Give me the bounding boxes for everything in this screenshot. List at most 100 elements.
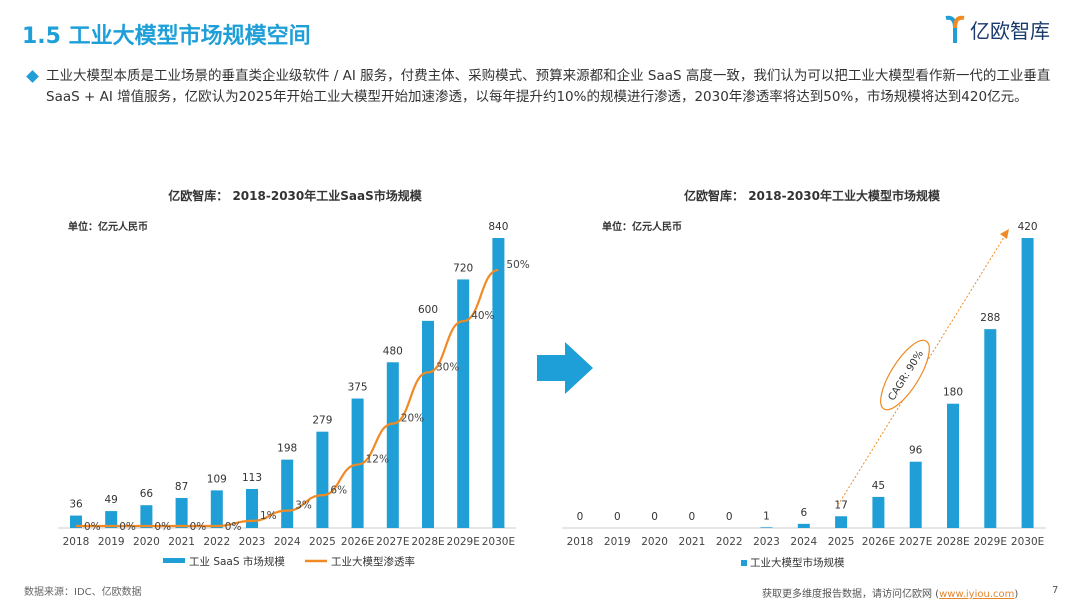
bar-label: 180 (943, 387, 963, 399)
x-tick-label: 2022 (716, 536, 743, 548)
bar-label: 113 (242, 472, 262, 484)
bar-label: 1 (763, 510, 770, 522)
logo-icon (945, 15, 965, 43)
x-tick-label: 2025 (828, 536, 855, 548)
line-label: 0% (84, 521, 101, 533)
line-label: 6% (330, 484, 347, 496)
x-tick-label: 2021 (168, 536, 195, 548)
bar-label: 480 (383, 345, 403, 357)
bar (984, 329, 997, 528)
x-tick-label: 2027E (899, 536, 932, 548)
line-label: 12% (366, 454, 389, 466)
bar (457, 279, 470, 528)
arrow-head-icon (1000, 229, 1009, 239)
legend-swatch-bar (741, 560, 747, 566)
bar (835, 516, 848, 528)
legend-label: 工业大模型渗透率 (331, 555, 415, 568)
bar-label: 288 (980, 312, 1000, 324)
x-tick-label: 2029E (974, 536, 1007, 548)
line-label: 40% (471, 310, 494, 322)
bar (281, 459, 294, 528)
x-tick-label: 2030E (482, 536, 515, 548)
summary-text: 工业大模型本质是工业场景的垂直类企业级软件 / AI 服务，付费主体、采购模式、… (46, 68, 1051, 105)
logo: 亿欧智库 (944, 14, 1050, 44)
x-tick-label: 2020 (641, 536, 668, 548)
website-link[interactable]: www.iyiou.com (939, 589, 1015, 600)
line-label: 3% (295, 500, 312, 512)
bar-label: 0 (689, 511, 696, 523)
x-tick-label: 2028E (936, 536, 969, 548)
x-tick-label: 2024 (274, 536, 301, 548)
line-label: 0% (119, 521, 136, 533)
x-tick-label: 2023 (753, 536, 780, 548)
cagr-ellipse (880, 339, 930, 411)
penetration-line (76, 268, 499, 528)
chart-title: 亿欧智库： 2018-2030年工业SaaS市场规模 (168, 188, 422, 203)
bar-label: 0 (726, 511, 733, 523)
unit-label: 单位：亿元人民币 (68, 220, 148, 233)
bar-label: 6 (800, 507, 807, 519)
bar (492, 238, 505, 528)
page-number: 7 (1052, 585, 1059, 596)
bar (872, 496, 885, 528)
logo-text: 亿欧智库 (970, 18, 1050, 43)
x-tick-label: 2024 (790, 536, 817, 548)
line-label: 20% (401, 413, 424, 425)
x-tick-label: 2027E (376, 536, 409, 548)
bar-label: 279 (312, 415, 332, 427)
line-label: 30% (436, 361, 459, 373)
bar-label: 87 (175, 481, 188, 493)
chart-title: 亿欧智库： 2018-2030年工业大模型市场规模 (684, 188, 941, 203)
bar-label: 198 (277, 443, 297, 455)
bar-label: 49 (105, 494, 118, 506)
x-tick-label: 2020 (133, 536, 160, 548)
bar-label: 840 (488, 221, 508, 233)
bar (210, 490, 223, 528)
bar (105, 511, 118, 528)
bar-label: 96 (909, 445, 923, 457)
x-tick-label: 2025 (309, 536, 336, 548)
bar (386, 362, 399, 528)
legend-swatch-bar (163, 558, 185, 563)
x-tick-label: 2026E (341, 536, 374, 548)
cagr-arrow (837, 233, 1007, 506)
source-note: 数据来源：IDC、亿欧数据 (24, 587, 142, 598)
bar (70, 515, 82, 528)
bar-label: 17 (834, 499, 847, 511)
line-label: 50% (506, 259, 529, 271)
bar-label: 0 (651, 511, 658, 523)
bar (140, 505, 153, 528)
bar (175, 497, 188, 528)
legend-label: 工业大模型市场规模 (750, 556, 845, 569)
x-tick-label: 2026E (862, 536, 895, 548)
bar (797, 523, 810, 528)
x-tick-label: 2019 (98, 536, 125, 548)
x-tick-label: 2029E (447, 536, 480, 548)
bar (246, 488, 258, 528)
x-tick-label: 2028E (411, 536, 444, 548)
summary-bullet: 工业大模型本质是工业场景的垂直类企业级软件 / AI 服务，付费主体、采购模式、… (26, 66, 1063, 108)
x-tick-label: 2021 (679, 536, 706, 548)
bar-label: 66 (140, 488, 154, 500)
x-tick-label: 2019 (604, 536, 631, 548)
bar (316, 431, 329, 528)
bar-label: 0 (577, 511, 584, 523)
line-label: 1% (260, 510, 277, 522)
bar (947, 403, 959, 528)
x-tick-label: 2023 (239, 536, 266, 548)
bar (1021, 238, 1034, 528)
bar (760, 527, 773, 528)
bar-label: 0 (614, 511, 621, 523)
bar (351, 398, 364, 528)
footer-link-text: 获取更多维度报告数据，请访问亿欧网 (www.iyiou.com) (762, 589, 1019, 600)
x-tick-label: 2018 (63, 536, 90, 548)
x-tick-label: 2018 (567, 536, 594, 548)
line-label: 0% (190, 521, 207, 533)
line-label: 0% (154, 521, 171, 533)
bar-label: 375 (348, 382, 368, 394)
bar-label: 36 (69, 499, 83, 511)
line-label: 0% (225, 521, 242, 533)
page-title: 1.5 工业大模型市场规模空间 (22, 24, 311, 49)
bar-label: 600 (418, 304, 438, 316)
bar-label: 109 (207, 473, 227, 485)
